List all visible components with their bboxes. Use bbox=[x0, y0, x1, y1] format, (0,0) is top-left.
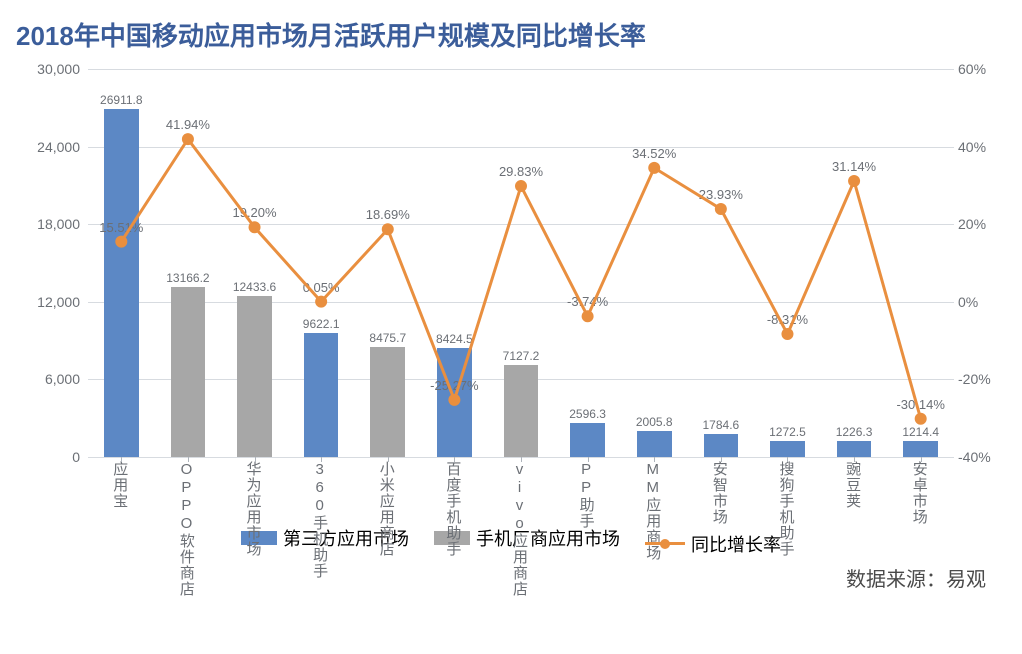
y-left-tick: 24,000 bbox=[18, 139, 80, 155]
y-left-tick: 18,000 bbox=[18, 216, 80, 232]
line-marker bbox=[115, 236, 127, 248]
x-tick-label: 安智市场 bbox=[712, 457, 730, 525]
x-tick-label: 华为应用市场 bbox=[246, 457, 264, 557]
legend-growth: 同比增长率 bbox=[645, 531, 781, 557]
line-marker bbox=[848, 175, 860, 187]
x-tick-label: 安卓市场 bbox=[912, 457, 930, 525]
x-tick-label: PP助手 bbox=[579, 457, 597, 529]
y-right-tick: -20% bbox=[958, 371, 1004, 387]
y-right-tick: 60% bbox=[958, 61, 1004, 77]
x-tick-label: 百度手机助手 bbox=[445, 457, 463, 557]
y-right-tick: 40% bbox=[958, 139, 1004, 155]
legend-oem-label: 手机厂商应用市场 bbox=[476, 525, 620, 551]
line-marker bbox=[715, 203, 727, 215]
y-right-tick: 20% bbox=[958, 216, 1004, 232]
x-tick-label: 360手机助手 bbox=[312, 457, 330, 579]
x-tick-label: 应用宝 bbox=[112, 457, 130, 509]
line-marker bbox=[382, 223, 394, 235]
y-right-tick: 0% bbox=[958, 294, 1004, 310]
x-tick-label: vivo应用商店 bbox=[512, 457, 530, 597]
growth-line bbox=[88, 69, 954, 457]
plot-area: 0-40%6,000-20%12,0000%18,00020%24,00040%… bbox=[88, 69, 954, 457]
x-tick-label: 豌豆荚 bbox=[845, 457, 863, 509]
y-right-tick: -40% bbox=[958, 449, 1004, 465]
chart-title: 2018年中国移动应用市场月活跃用户规模及同比增长率 bbox=[16, 16, 1006, 53]
y-left-tick: 0 bbox=[18, 449, 80, 465]
line-marker bbox=[582, 310, 594, 322]
x-tick-label: OPPO软件商店 bbox=[179, 457, 197, 597]
legend-growth-label: 同比增长率 bbox=[691, 531, 781, 557]
line-marker bbox=[249, 221, 261, 233]
swatch-growth bbox=[645, 537, 685, 551]
line-marker bbox=[515, 180, 527, 192]
line-marker bbox=[448, 394, 460, 406]
line-marker bbox=[648, 162, 660, 174]
line-marker bbox=[315, 296, 327, 308]
plot: 0 -40% 6,000 -20% 12,000 0% 18,000 20% 24,000 40%… bbox=[16, 61, 1006, 521]
y-left-tick: 12,000 bbox=[18, 294, 80, 310]
y-left-tick: 6,000 bbox=[18, 371, 80, 387]
x-tick-label: 搜狗手机助手 bbox=[778, 457, 796, 557]
x-tick-label: 小米应用商店 bbox=[379, 457, 397, 557]
chart-container: 2018年中国移动应用市场月活跃用户规模及同比增长率 0 -40% 6,000 -20… bbox=[16, 16, 1006, 638]
line-marker bbox=[182, 133, 194, 145]
y-left-tick: 30,000 bbox=[18, 61, 80, 77]
line-marker bbox=[781, 328, 793, 340]
line-marker bbox=[915, 413, 927, 425]
